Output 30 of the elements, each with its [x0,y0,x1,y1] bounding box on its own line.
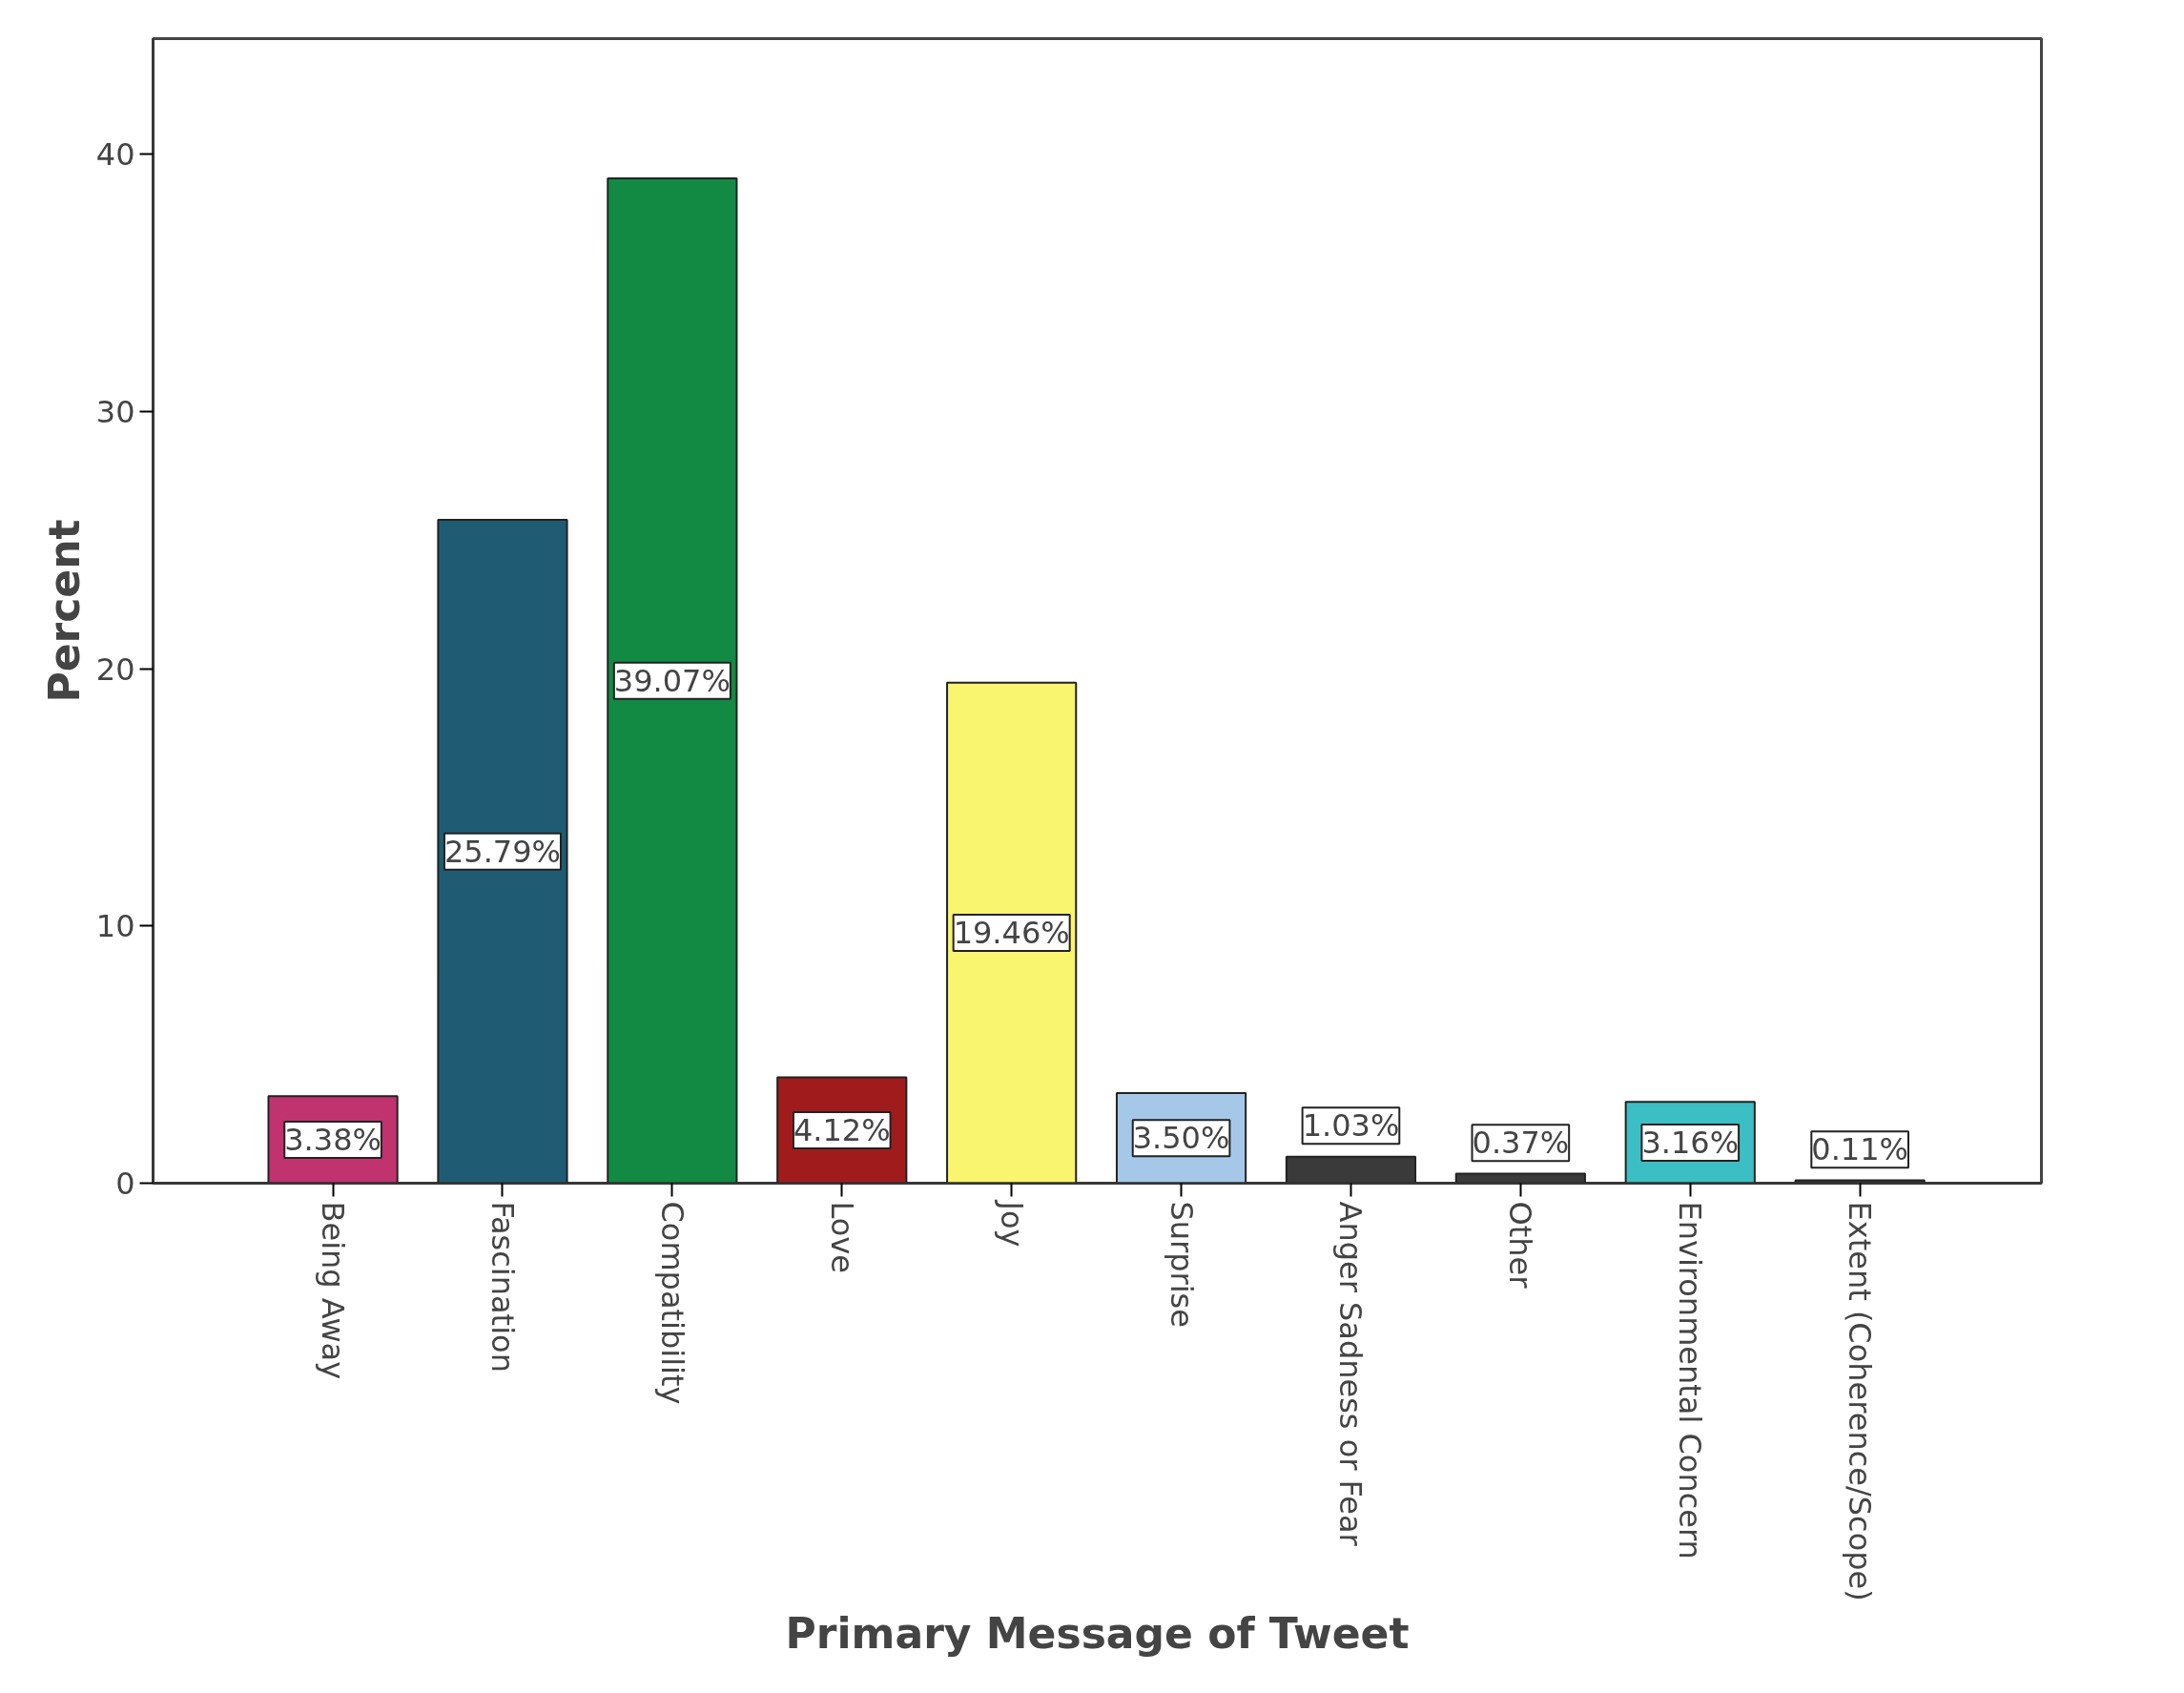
data-label: 39.07% [613,662,731,699]
y-axis-title: Percent [39,519,89,703]
x-tick-label: Joy [993,1199,1030,1248]
x-tick-label: Surprise [1163,1201,1200,1328]
data-label: 0.11% [1811,1131,1908,1168]
x-tick-label: Environmental Concern [1672,1201,1709,1559]
data-label: 0.37% [1472,1125,1570,1162]
y-tick-label: 10 [95,908,135,945]
x-tick-label: Anger Sadness or Fear [1332,1201,1370,1547]
data-label: 19.46% [953,915,1070,952]
y-tick-label: 30 [95,394,135,431]
data-label: 4.12% [793,1111,891,1148]
x-axis-title: Primary Message of Tweet [785,1608,1410,1658]
data-label: 3.50% [1132,1120,1230,1157]
y-tick-label: 20 [95,650,135,688]
x-tick-label: Other [1502,1201,1539,1290]
x-tick-label: Fascination [484,1201,521,1373]
data-label: 3.16% [1641,1124,1740,1161]
x-tick-label: Extent (Coherence/Scope) [1842,1201,1879,1601]
bar [946,681,1078,1184]
data-label: 25.79% [443,833,561,870]
y-tick-label: 0 [115,1166,135,1202]
x-tick-label: Love [823,1201,860,1273]
data-label: 3.38% [284,1121,381,1158]
data-label: 1.03% [1302,1107,1400,1145]
bar [437,519,568,1184]
bar [607,176,738,1184]
x-tick-label: Being Away [315,1201,352,1380]
y-tick-label: 40 [95,136,135,174]
x-tick-label: Compatibility [653,1201,690,1405]
